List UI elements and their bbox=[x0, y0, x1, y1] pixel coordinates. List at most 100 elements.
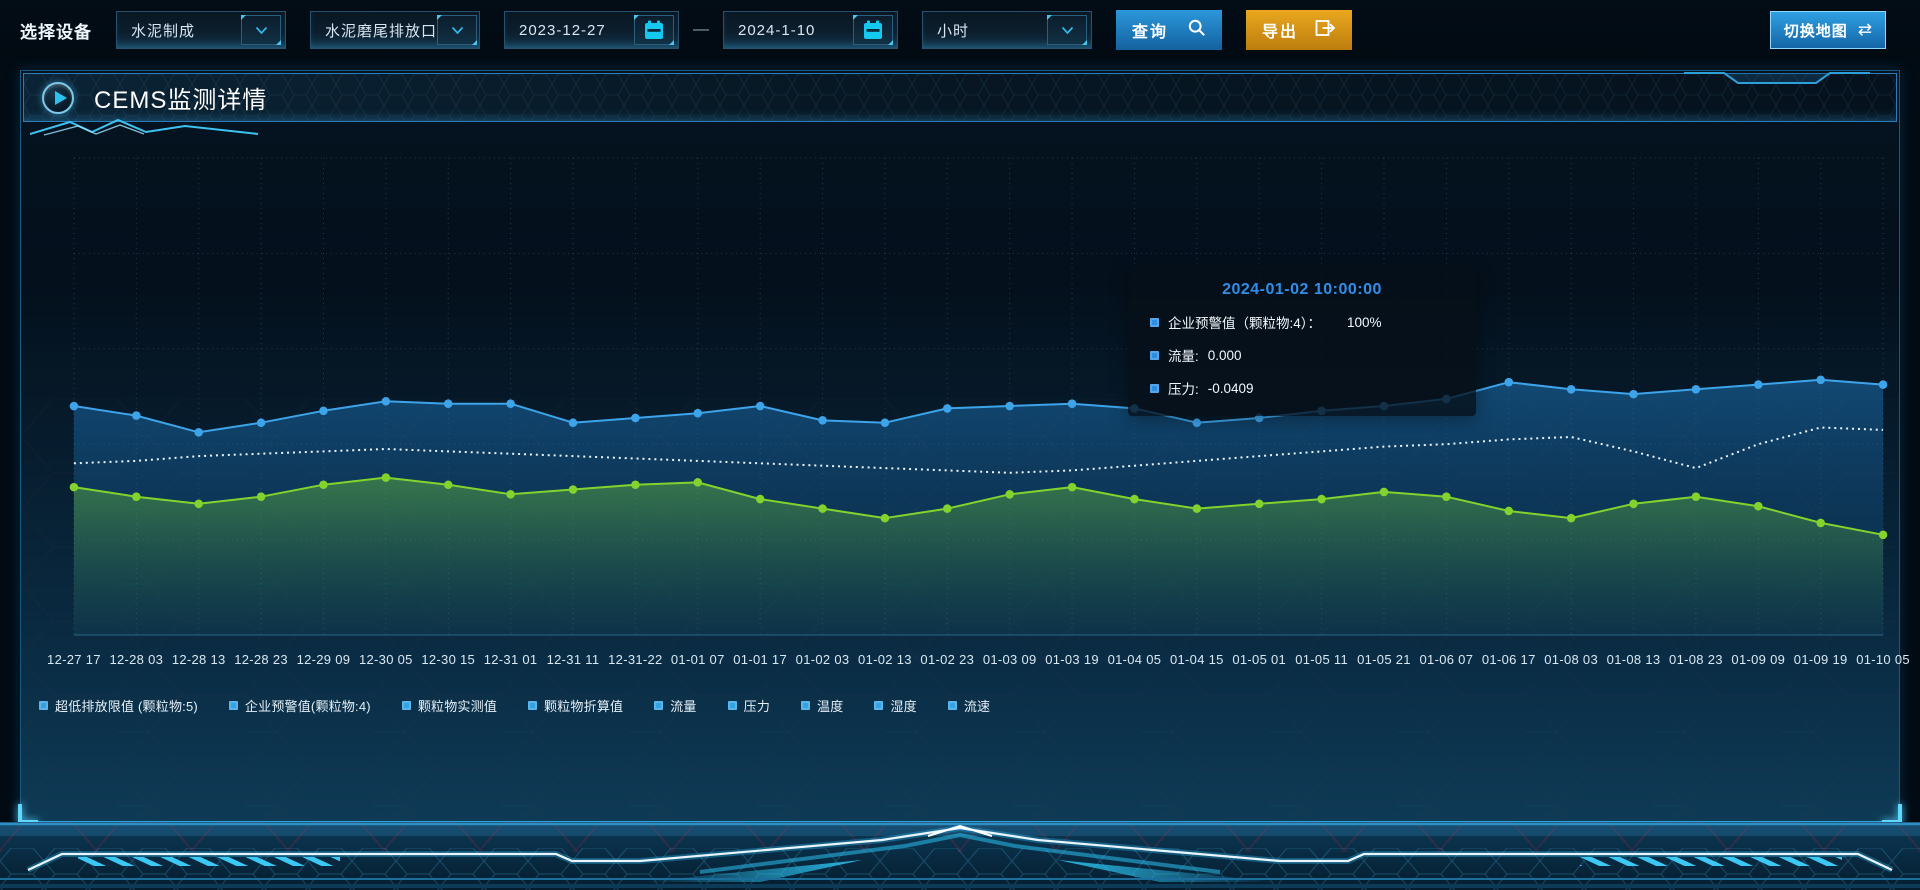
x-axis-tick-label: 01-04 15 bbox=[1169, 652, 1224, 667]
data-point[interactable] bbox=[568, 418, 578, 428]
data-point[interactable] bbox=[1442, 492, 1451, 501]
switch-map-button[interactable]: 切换地图 ⇄ bbox=[1769, 11, 1886, 49]
data-point[interactable] bbox=[818, 504, 827, 513]
legend-label: 颗粒物实测值 bbox=[417, 699, 498, 714]
data-point[interactable] bbox=[1629, 389, 1638, 399]
legend-item[interactable]: 湿度 bbox=[874, 696, 917, 715]
data-point[interactable] bbox=[1816, 375, 1825, 385]
data-point[interactable] bbox=[381, 396, 391, 406]
legend-marker-icon bbox=[654, 701, 664, 710]
line-chart-plot[interactable] bbox=[68, 148, 1889, 646]
date-from-input[interactable]: 2023-12-27 bbox=[504, 11, 679, 49]
tooltip-row: 企业预警值（颗粒物:4）： 100% bbox=[1150, 312, 1454, 332]
data-point[interactable] bbox=[256, 418, 266, 428]
panel-title: CEMS监测详情 bbox=[94, 87, 268, 114]
legend-marker-icon bbox=[401, 701, 411, 710]
data-point[interactable] bbox=[943, 504, 952, 513]
legend-marker-icon bbox=[727, 701, 737, 710]
data-point[interactable] bbox=[1067, 399, 1077, 408]
legend-label: 企业预警值(颗粒物:4) bbox=[244, 699, 371, 714]
legend-label: 颗粒物折算值 bbox=[544, 699, 624, 714]
x-axis-tick-label: 01-09 19 bbox=[1793, 652, 1848, 667]
data-point[interactable] bbox=[381, 473, 391, 482]
data-point[interactable] bbox=[1067, 482, 1077, 492]
legend-item[interactable]: 温度 bbox=[801, 696, 843, 715]
data-point[interactable] bbox=[132, 492, 141, 501]
device-select-label: 选择设备 bbox=[20, 22, 92, 42]
data-point[interactable] bbox=[1629, 499, 1638, 509]
data-point[interactable] bbox=[1878, 380, 1888, 389]
data-point[interactable] bbox=[1566, 513, 1576, 523]
data-point[interactable] bbox=[1754, 501, 1763, 511]
chart[interactable]: 12-27 17 12-28 03 12-28 13 12-28 23 12-29 09… bbox=[47, 148, 1910, 676]
data-point[interactable] bbox=[1878, 530, 1888, 540]
data-point[interactable] bbox=[443, 480, 453, 490]
data-point[interactable] bbox=[1504, 506, 1514, 516]
legend-item[interactable]: 压力 bbox=[727, 696, 770, 715]
data-point[interactable] bbox=[1005, 489, 1014, 499]
cems-panel: CEMS监测详情 12-27 17 12-28 03 12-28 13 12-28 2… bbox=[20, 70, 1910, 823]
data-point[interactable] bbox=[443, 399, 453, 408]
data-point[interactable] bbox=[69, 482, 79, 492]
date-to-input[interactable]: 2024-1-10 bbox=[723, 11, 898, 49]
legend-marker-icon bbox=[947, 701, 957, 710]
data-point[interactable] bbox=[631, 413, 640, 423]
data-point[interactable] bbox=[631, 480, 640, 490]
data-point[interactable] bbox=[1691, 385, 1701, 394]
data-point[interactable] bbox=[506, 489, 515, 499]
data-point[interactable] bbox=[693, 478, 703, 487]
play-icon[interactable] bbox=[42, 81, 74, 114]
data-point[interactable] bbox=[1005, 401, 1014, 411]
data-point[interactable] bbox=[132, 411, 141, 420]
data-point[interactable] bbox=[1754, 380, 1763, 389]
data-point[interactable] bbox=[880, 418, 890, 428]
legend-item[interactable]: 颗粒物折算值 bbox=[528, 696, 623, 715]
data-point[interactable] bbox=[755, 494, 765, 504]
legend-item[interactable]: 流量 bbox=[654, 696, 696, 715]
data-point[interactable] bbox=[1254, 499, 1264, 509]
tooltip-value: 100% bbox=[1347, 314, 1382, 330]
data-point[interactable] bbox=[880, 513, 890, 523]
data-point[interactable] bbox=[256, 492, 266, 501]
query-button[interactable]: 查询 bbox=[1116, 10, 1222, 50]
legend-item[interactable]: 企业预警值(颗粒物:4) bbox=[228, 696, 371, 715]
chevron-down-icon[interactable] bbox=[437, 15, 478, 45]
chevron-down-icon[interactable] bbox=[241, 15, 281, 45]
x-axis-tick-label: 01-05 21 bbox=[1357, 652, 1411, 667]
outlet-select[interactable]: 水泥磨尾排放口 bbox=[310, 11, 480, 49]
data-point[interactable] bbox=[319, 480, 328, 490]
device-select[interactable]: 水泥制成 bbox=[116, 11, 286, 49]
data-point[interactable] bbox=[568, 485, 578, 494]
data-point[interactable] bbox=[1192, 504, 1202, 513]
data-point[interactable] bbox=[1379, 487, 1389, 497]
data-point[interactable] bbox=[194, 427, 203, 437]
data-point[interactable] bbox=[818, 416, 827, 425]
outlet-select-value: 水泥磨尾排放口 bbox=[325, 22, 438, 40]
data-point[interactable] bbox=[943, 404, 952, 413]
data-point[interactable] bbox=[194, 499, 203, 509]
data-point[interactable] bbox=[319, 406, 328, 416]
interval-select[interactable]: 小时 bbox=[922, 11, 1092, 49]
data-point[interactable] bbox=[69, 401, 79, 411]
data-point[interactable] bbox=[1317, 494, 1326, 504]
data-point[interactable] bbox=[755, 401, 765, 411]
data-point[interactable] bbox=[1566, 385, 1576, 394]
legend-item[interactable]: 颗粒物实测值 bbox=[401, 696, 498, 715]
x-axis-tick-label: 01-02 13 bbox=[858, 652, 912, 667]
chevron-down-icon[interactable] bbox=[1047, 15, 1087, 45]
legend-item[interactable]: 流速 bbox=[947, 696, 990, 715]
data-point[interactable] bbox=[506, 399, 515, 408]
export-button[interactable]: 导出 bbox=[1246, 10, 1352, 50]
legend-marker-icon bbox=[228, 701, 238, 710]
data-point[interactable] bbox=[1192, 418, 1202, 428]
data-point[interactable] bbox=[1504, 377, 1514, 387]
data-point[interactable] bbox=[1816, 518, 1825, 528]
x-axis-tick-label: 12-27 17 bbox=[47, 652, 101, 667]
data-point[interactable] bbox=[1691, 492, 1701, 501]
calendar-icon[interactable] bbox=[634, 15, 674, 45]
data-point[interactable] bbox=[1130, 494, 1139, 504]
calendar-icon[interactable] bbox=[853, 15, 893, 45]
x-axis-tick-label: 01-05 11 bbox=[1295, 652, 1348, 667]
legend-item[interactable]: 超低排放限值 (颗粒物:5) bbox=[39, 696, 198, 715]
data-point[interactable] bbox=[693, 408, 703, 418]
